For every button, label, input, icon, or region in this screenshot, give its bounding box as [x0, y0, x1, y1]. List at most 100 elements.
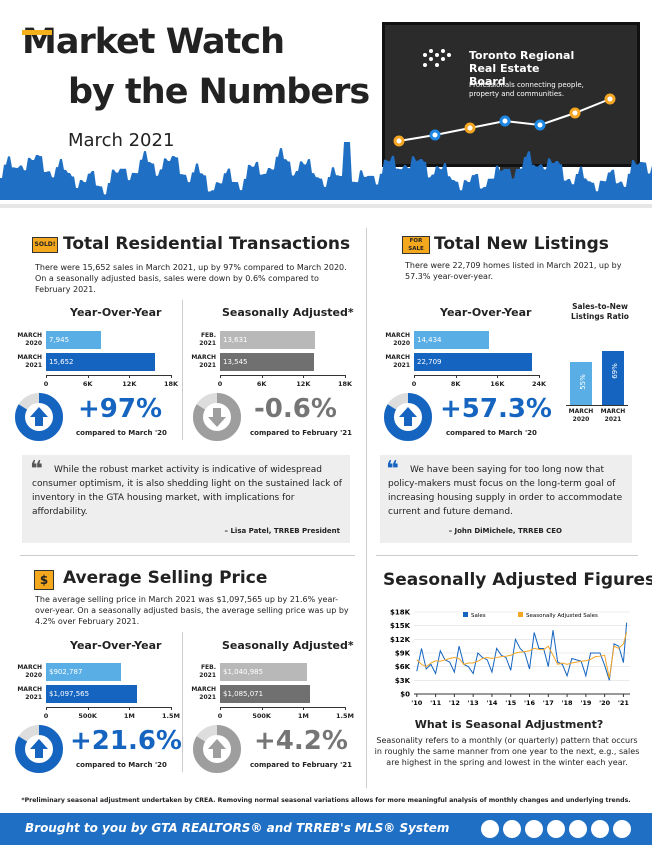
x-tick-label: '18 [562, 699, 574, 707]
y-tick-label: $15K [390, 622, 411, 630]
legend-label: Seasonally Adjusted Sales [526, 613, 598, 619]
footer-bar: Brought to you by GTA REALTORS® and TRRE… [0, 813, 652, 845]
section-title: Average Selling Price [63, 568, 268, 588]
axis-line [414, 375, 539, 376]
change: +57.3% [440, 394, 552, 424]
bar [46, 685, 138, 703]
change: +97% [78, 394, 163, 424]
tick-mark [46, 707, 47, 710]
divider [0, 204, 652, 208]
ring [193, 393, 241, 441]
footer-text: Brought to you by GTA REALTORS® and TRRE… [25, 821, 450, 835]
y-tick-label: $3K [395, 677, 411, 685]
gauge-ring [193, 725, 241, 773]
chart-title: Seasonally Adjusted* [222, 639, 354, 652]
axis-line [46, 707, 171, 708]
bar-chart: MARCH 2020 14,434 MARCH 2021 22,709 0 8K 16K 24… [382, 328, 547, 388]
y-tick-label: $9K [395, 650, 411, 658]
x-tick-label: 16K [490, 380, 505, 388]
tick-mark [171, 375, 172, 378]
y-tick-label: $18K [390, 609, 411, 617]
tick-mark [261, 707, 263, 710]
x-tick-label: '10 [411, 699, 423, 707]
bar [46, 353, 155, 371]
bar-chart: MARCH 2020 7,945 MARCH 2021 15,652 0 6K 12K 18K [14, 328, 179, 388]
arrow [399, 407, 417, 426]
tick-mark [497, 375, 499, 378]
tick-mark [303, 707, 305, 710]
x-tick-label: 500K [78, 712, 97, 720]
x-tick-label: 24K [531, 380, 547, 388]
axis-line [566, 405, 628, 406]
x-tick-label: 6K [256, 380, 267, 388]
value-label: 13,545 [223, 358, 248, 366]
change: +21.6% [70, 726, 182, 756]
arrow [208, 408, 226, 427]
ring [193, 725, 241, 773]
x-tick-label: 12K [122, 380, 137, 388]
gauge [383, 392, 433, 446]
description: There were 22,709 homes listed in March … [405, 261, 622, 281]
bar-chart: MARCH 2020 $902,787 MARCH 2021 $1,097,565 0 5… [14, 660, 180, 720]
category-label: FEB. 2021 [199, 664, 216, 679]
y-tick-label: $6K [395, 663, 411, 671]
monitor: Toronto Regional Real Estate Board Profe… [382, 22, 640, 167]
value-label: $1,040,985 [223, 668, 264, 676]
caption: compared to March '20 [446, 429, 537, 437]
x-tick-label: 500K [252, 712, 271, 720]
value-label: 7,945 [49, 336, 70, 344]
x-tick-label: 0 [217, 380, 223, 388]
for-sale-icon: FOR SALE [402, 236, 430, 254]
x-tick-label: 6K [82, 380, 93, 388]
y-tick-label: $12K [390, 636, 411, 644]
divider [20, 555, 355, 556]
sold-icon: SOLD! [32, 237, 58, 253]
bar [602, 351, 624, 405]
divider [182, 300, 183, 440]
change: +4.2% [254, 726, 348, 756]
skyline-shape [0, 142, 652, 200]
category-label: MARCH 2020 [17, 332, 42, 347]
category-label: MARCH 2021 [600, 408, 626, 423]
bar [220, 685, 311, 703]
tick-mark [455, 375, 457, 378]
x-tick-label: '17 [543, 699, 554, 707]
x-tick-label: 0 [217, 712, 223, 720]
arrow [30, 407, 48, 426]
tick-mark [303, 375, 305, 378]
quote-box: While the robust market activity is indi… [22, 455, 350, 543]
change: -0.6% [254, 394, 337, 424]
quote-text: While the robust market activity is indi… [32, 465, 342, 517]
legend-swatch [463, 612, 468, 617]
chart-title: Year-Over-Year [70, 639, 162, 652]
value-label: $902,787 [49, 668, 83, 676]
description: The average selling price in March 2021 … [35, 595, 349, 626]
bar [220, 663, 307, 681]
x-tick-label: 12K [296, 380, 311, 388]
tick-mark [261, 375, 263, 378]
value-label: 13,631 [223, 336, 248, 344]
section-title: Seasonally Adjusted Figures [383, 570, 652, 590]
x-tick-label: 18K [163, 380, 179, 388]
quote-box: We have been saying for too long now tha… [380, 455, 632, 543]
x-tick-label: '11 [430, 699, 442, 707]
line-series [416, 622, 628, 681]
bar [46, 663, 122, 681]
tick-mark [539, 375, 540, 378]
tick-mark [87, 375, 89, 378]
category-label: MARCH 2021 [17, 354, 42, 369]
dollar-icon: $ [34, 570, 54, 590]
skyline [0, 142, 652, 200]
gauge-ring [15, 725, 63, 773]
category-label: MARCH 2021 [191, 686, 216, 701]
value-label: 69% [610, 363, 619, 379]
column-chart: 55% MARCH 2020 69% MARCH 2021 [562, 325, 638, 435]
bar [220, 353, 315, 371]
bar [46, 331, 102, 349]
quote-author: – John DiMichele, TRREB CEO [448, 527, 562, 535]
section-title: Total New Listings [434, 234, 609, 254]
gauge-ring [384, 393, 432, 441]
chart-title: Sales-to-New Listings Ratio [571, 302, 629, 321]
tick-mark [171, 707, 172, 710]
